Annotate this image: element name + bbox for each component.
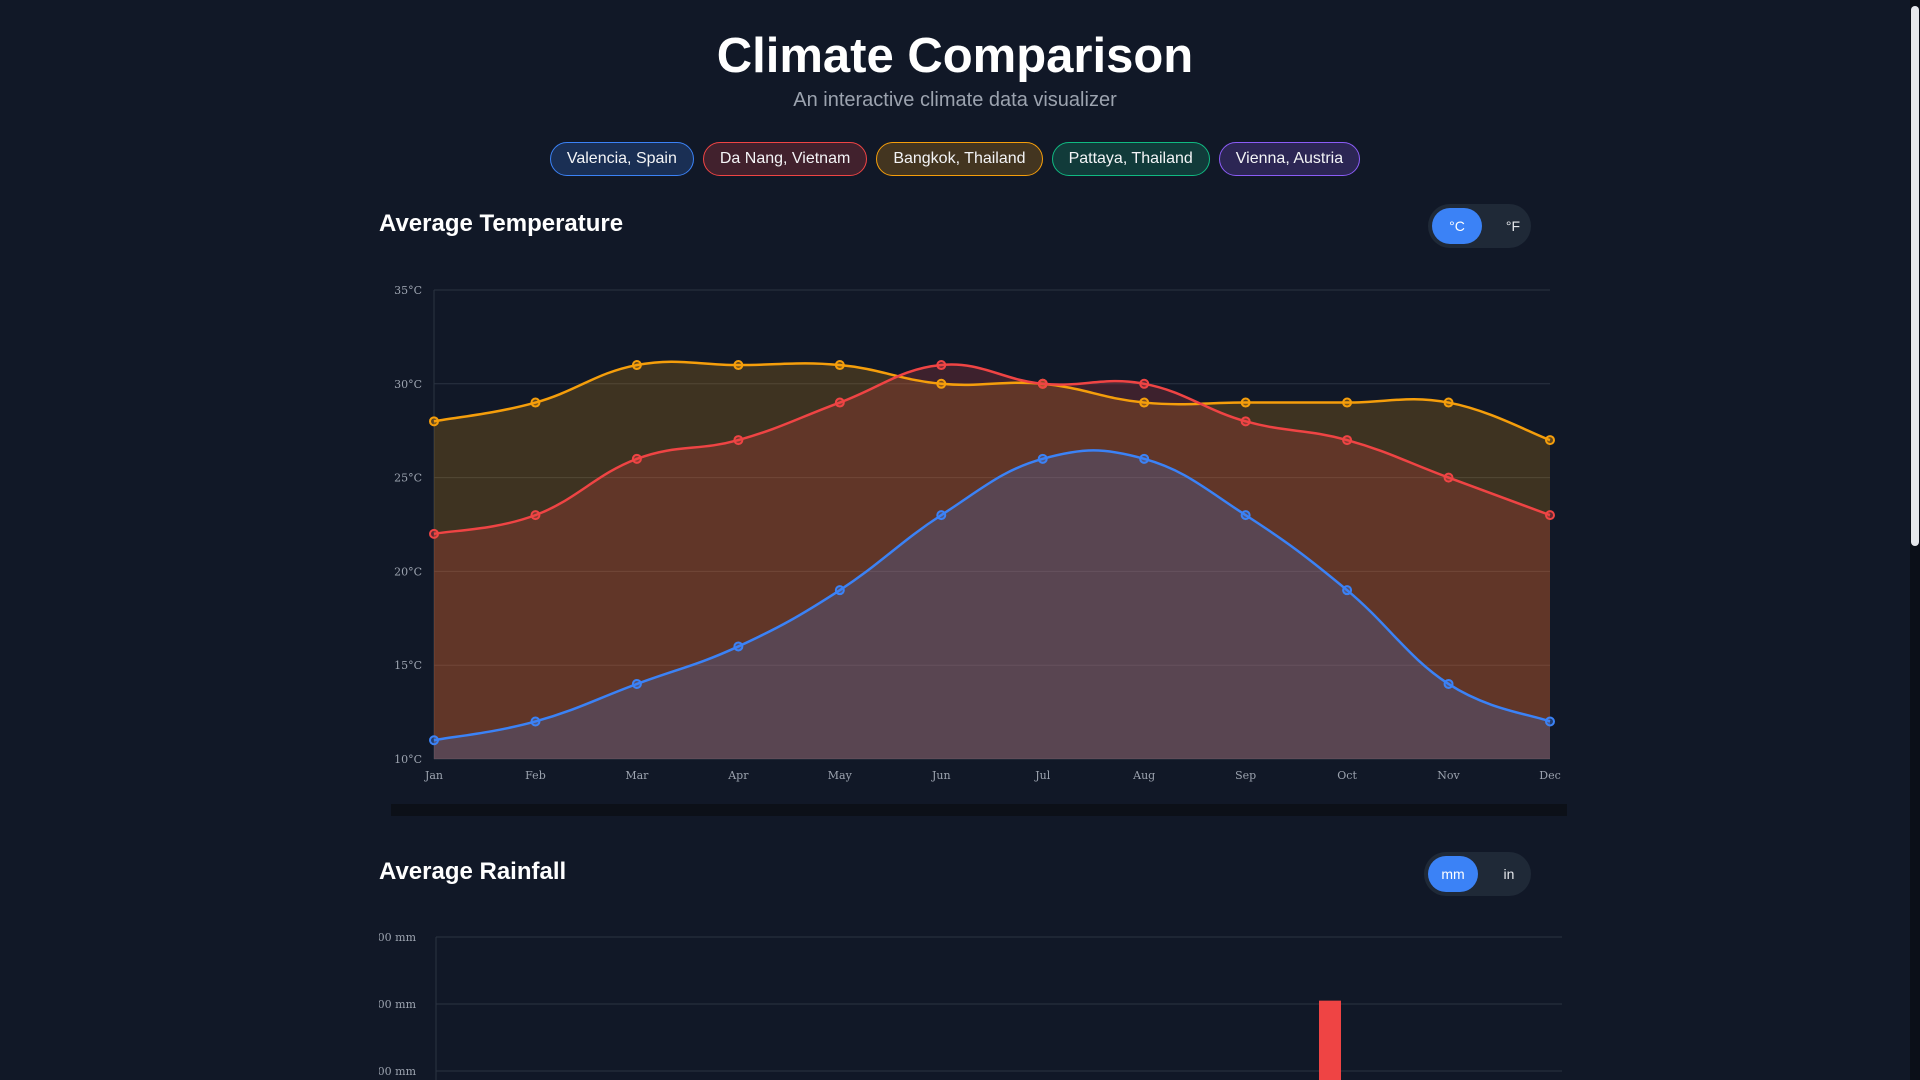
city-selector: Valencia, Spain Da Nang, Vietnam Bangkok… (0, 142, 1910, 176)
series-line (433, 363, 1551, 536)
temperature-chart: 10°C 15°C 20°C 25°C 30°C 35°C Jan Feb Mar Apr May J… (394, 284, 1561, 782)
x-tick-label: May (828, 769, 853, 782)
y-tick-label: 10°C (394, 753, 422, 766)
data-point (1037, 453, 1048, 464)
data-point (631, 453, 642, 464)
data-point (1342, 435, 1353, 446)
temperature-section-title: Average Temperature (379, 210, 624, 237)
city-chip-da-nang[interactable]: Da Nang, Vietnam (702, 142, 868, 176)
temperature-chart-scrollbar[interactable] (391, 804, 1567, 816)
data-point (1443, 678, 1454, 689)
y-tick-label: 35°C (394, 284, 422, 297)
city-chip-valencia[interactable]: Valencia, Spain (549, 142, 694, 176)
city-chip-vienna[interactable]: Vienna, Austria (1218, 142, 1361, 176)
unit-fahrenheit-button[interactable]: °F (1505, 218, 1521, 234)
x-tick-label: Dec (1539, 769, 1561, 782)
rainfall-bar (1319, 1000, 1341, 1080)
data-point (1545, 510, 1555, 521)
y-tick-label: 25°C (394, 472, 422, 485)
y-tick-label: 500 mm (379, 1065, 417, 1078)
x-tick-label: Oct (1337, 769, 1357, 782)
x-tick-label: Apr (727, 769, 749, 782)
data-point (936, 360, 947, 371)
unit-mm-button[interactable]: mm (1428, 856, 1478, 892)
page-title: Climate Comparison (716, 29, 1194, 83)
page-scrollbar[interactable] (1910, 0, 1920, 1080)
x-tick-label: Sep (1235, 769, 1256, 782)
city-chip-pattaya[interactable]: Pattaya, Thailand (1051, 142, 1210, 176)
data-point (429, 528, 439, 539)
series-area (434, 450, 1550, 759)
data-point (1037, 378, 1048, 389)
data-point (1342, 585, 1353, 596)
data-point (429, 735, 439, 746)
data-point (1240, 510, 1251, 521)
y-tick-label: 20°C (394, 565, 422, 578)
data-point (1240, 416, 1251, 427)
data-point (1342, 397, 1353, 408)
x-tick-label: Aug (1132, 769, 1155, 782)
data-point (834, 397, 845, 408)
x-tick-label: Jun (931, 769, 951, 782)
data-point (631, 678, 642, 689)
data-point (936, 510, 947, 521)
data-point (530, 397, 541, 408)
page-subtitle: An interactive climate data visualizer (793, 89, 1117, 111)
data-point (733, 360, 744, 371)
data-point (1139, 453, 1150, 464)
data-point (1139, 378, 1150, 389)
data-point (1443, 397, 1454, 408)
scrollbar-thumb[interactable] (1911, 6, 1919, 546)
data-point (530, 510, 541, 521)
rainfall-unit-toggle: mm in (1424, 852, 1531, 896)
data-point (834, 585, 845, 596)
x-tick-label: Jan (424, 769, 443, 782)
rainfall-section-title: Average Rainfall (379, 858, 567, 885)
y-tick-label: 600 mm (379, 998, 417, 1011)
y-tick-label: 15°C (394, 659, 422, 672)
temperature-unit-toggle: °C °F (1428, 204, 1531, 248)
series-area (434, 361, 1550, 759)
data-point (936, 378, 947, 389)
data-point (429, 416, 439, 427)
unit-inch-button[interactable]: in (1503, 866, 1515, 882)
data-point (733, 641, 744, 652)
rainfall-chart: 700 mm 600 mm 500 mm (379, 931, 1562, 1080)
y-tick-label: 700 mm (379, 931, 417, 944)
data-point (1545, 435, 1555, 446)
series-line (433, 449, 1551, 742)
data-point (1443, 472, 1454, 483)
unit-celsius-button[interactable]: °C (1432, 208, 1482, 244)
x-tick-label: Mar (625, 769, 649, 782)
city-chip-bangkok[interactable]: Bangkok, Thailand (876, 142, 1043, 176)
y-tick-label: 30°C (394, 378, 422, 391)
data-point (631, 360, 642, 371)
data-point (530, 716, 541, 727)
series-area (434, 364, 1550, 759)
x-tick-label: Jul (1034, 769, 1050, 782)
series-line (433, 360, 1551, 442)
data-point (1139, 397, 1150, 408)
data-point (834, 360, 845, 371)
x-tick-label: Nov (1437, 769, 1460, 782)
x-tick-label: Feb (525, 769, 546, 782)
data-point (1545, 716, 1555, 727)
data-point (733, 435, 744, 446)
data-point (1240, 397, 1251, 408)
